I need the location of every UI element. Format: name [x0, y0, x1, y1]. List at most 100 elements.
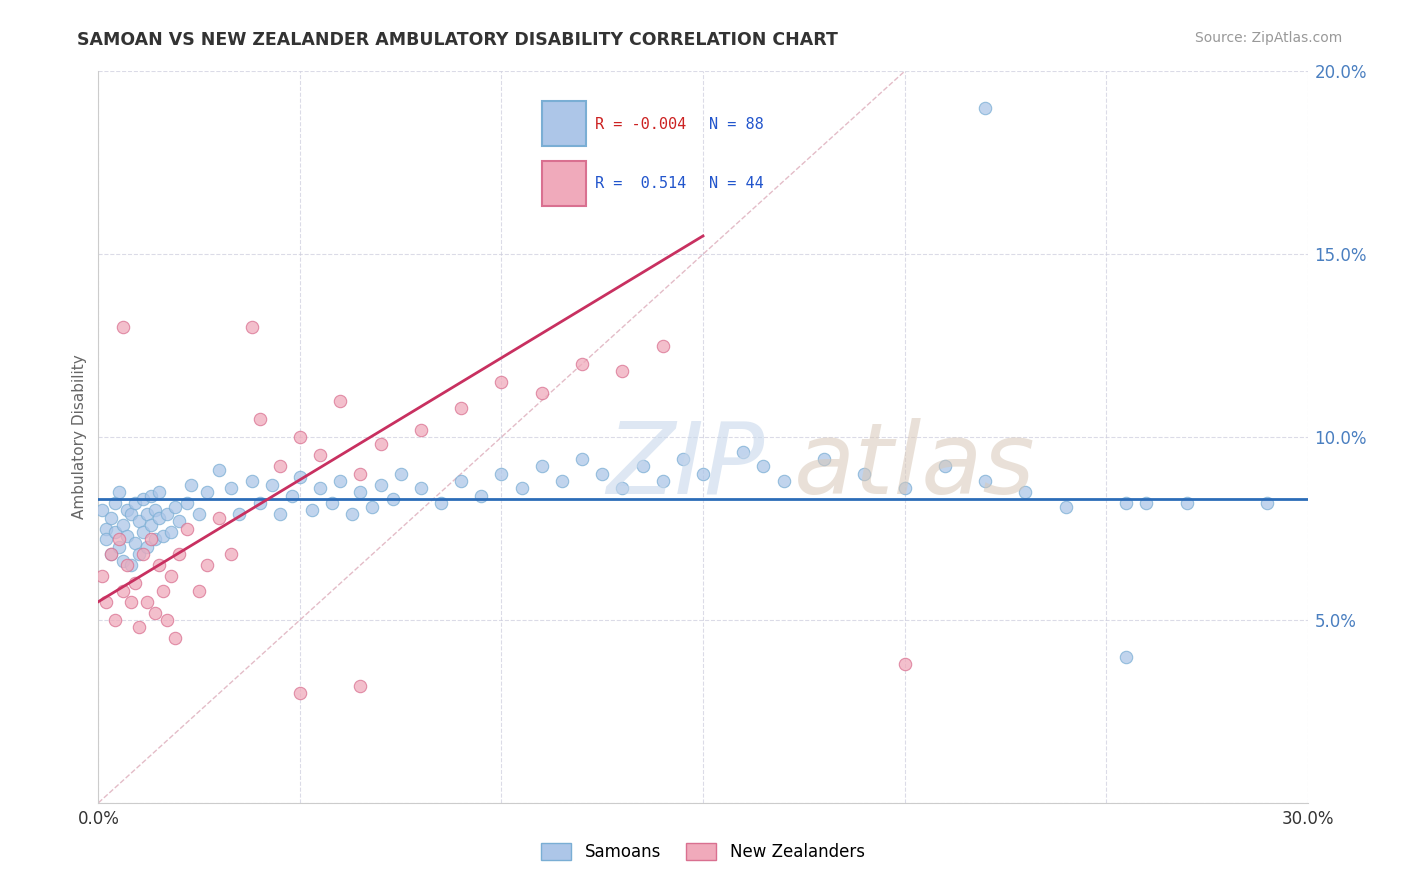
- Point: [370, 437, 392, 451]
- Point: [651, 474, 673, 488]
- Point: [103, 525, 125, 540]
- Point: [176, 521, 198, 535]
- Point: [733, 444, 755, 458]
- Point: [208, 510, 231, 524]
- Point: [1115, 649, 1137, 664]
- Point: [309, 481, 332, 495]
- Point: [450, 474, 472, 488]
- Point: [107, 533, 129, 547]
- Text: ZIP: ZIP: [606, 417, 765, 515]
- Point: [672, 452, 695, 467]
- Point: [240, 320, 263, 334]
- Point: [100, 510, 122, 524]
- Point: [974, 101, 997, 115]
- Point: [148, 510, 170, 524]
- Point: [1014, 485, 1036, 500]
- Point: [115, 503, 138, 517]
- Point: [135, 594, 157, 608]
- Point: [612, 364, 634, 378]
- Point: [156, 507, 179, 521]
- Point: [148, 558, 170, 573]
- Point: [288, 430, 311, 444]
- Point: [530, 459, 553, 474]
- Point: [128, 547, 150, 561]
- Point: [111, 320, 134, 334]
- Point: [651, 338, 673, 352]
- Point: [120, 594, 142, 608]
- Point: [893, 657, 915, 671]
- Point: [111, 517, 134, 532]
- Point: [91, 503, 114, 517]
- Point: [152, 529, 174, 543]
- Point: [571, 357, 593, 371]
- Point: [103, 496, 125, 510]
- Text: SAMOAN VS NEW ZEALANDER AMBULATORY DISABILITY CORRELATION CHART: SAMOAN VS NEW ZEALANDER AMBULATORY DISAB…: [77, 31, 838, 49]
- Point: [1115, 496, 1137, 510]
- Point: [156, 613, 179, 627]
- Point: [409, 481, 432, 495]
- Point: [269, 459, 291, 474]
- Point: [249, 496, 271, 510]
- Y-axis label: Ambulatory Disability: Ambulatory Disability: [72, 355, 87, 519]
- Point: [132, 525, 155, 540]
- Point: [128, 620, 150, 634]
- Point: [240, 474, 263, 488]
- Point: [160, 569, 183, 583]
- Point: [195, 558, 218, 573]
- Point: [1135, 496, 1157, 510]
- Point: [195, 485, 218, 500]
- Point: [143, 503, 166, 517]
- Point: [160, 525, 183, 540]
- Point: [167, 547, 190, 561]
- Point: [176, 496, 198, 510]
- Point: [349, 467, 371, 481]
- Point: [361, 500, 384, 514]
- Point: [180, 477, 202, 491]
- Point: [551, 474, 574, 488]
- Point: [120, 558, 142, 573]
- Point: [692, 467, 714, 481]
- Point: [381, 492, 404, 507]
- Point: [135, 540, 157, 554]
- Point: [631, 459, 654, 474]
- Point: [612, 481, 634, 495]
- Point: [450, 401, 472, 415]
- Text: Source: ZipAtlas.com: Source: ZipAtlas.com: [1195, 31, 1343, 45]
- Point: [1175, 496, 1198, 510]
- Point: [530, 386, 553, 401]
- Point: [349, 485, 371, 500]
- Point: [329, 474, 352, 488]
- Point: [491, 375, 513, 389]
- Point: [288, 470, 311, 484]
- Point: [100, 547, 122, 561]
- Point: [120, 507, 142, 521]
- Point: [321, 496, 343, 510]
- Point: [349, 679, 371, 693]
- Point: [115, 558, 138, 573]
- Point: [188, 583, 211, 598]
- Point: [111, 554, 134, 568]
- Point: [1256, 496, 1278, 510]
- Point: [301, 503, 323, 517]
- Point: [934, 459, 956, 474]
- Point: [163, 500, 186, 514]
- Point: [111, 583, 134, 598]
- Point: [281, 489, 304, 503]
- Point: [269, 507, 291, 521]
- Point: [128, 514, 150, 528]
- Point: [853, 467, 876, 481]
- Point: [510, 481, 533, 495]
- Point: [430, 496, 453, 510]
- Point: [591, 467, 613, 481]
- Point: [96, 594, 118, 608]
- Point: [309, 448, 332, 462]
- Point: [772, 474, 794, 488]
- Point: [813, 452, 835, 467]
- Point: [135, 507, 157, 521]
- Point: [152, 583, 174, 598]
- Point: [974, 474, 997, 488]
- Point: [103, 613, 125, 627]
- Point: [139, 489, 162, 503]
- Point: [752, 459, 775, 474]
- Point: [143, 533, 166, 547]
